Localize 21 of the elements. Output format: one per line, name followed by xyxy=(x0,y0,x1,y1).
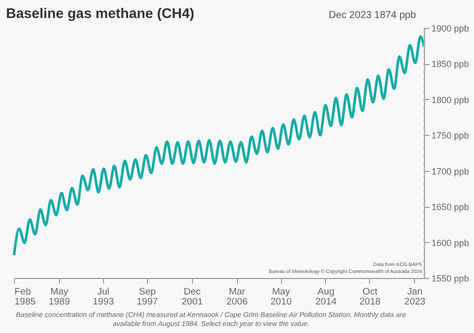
x-tick-label: Sep 1997 xyxy=(136,286,158,308)
chart-title: Baseline gas methane (CH4) xyxy=(6,5,194,21)
y-tick-label: 1900 ppb xyxy=(432,24,470,34)
y-tick-label: 1800 ppb xyxy=(432,94,470,105)
y-tick-label: 1750 ppb xyxy=(432,130,470,141)
x-tick-label: May 1989 xyxy=(48,286,70,308)
x-tick-label: Feb 1985 xyxy=(14,286,36,308)
x-tick-label: Jul 1993 xyxy=(92,286,114,308)
x-tick-label: Dec 2001 xyxy=(182,286,203,308)
line-series xyxy=(12,35,426,256)
y-tick-label: 1650 ppb xyxy=(432,202,470,212)
y-tick-label: 1550 ppb xyxy=(432,274,470,284)
x-tick-label: Jan 2023 xyxy=(404,286,426,308)
x-tick-label: May 2010 xyxy=(270,286,292,308)
x-tick-label: Mar 2006 xyxy=(226,286,248,308)
x-tick-label: Oct 2018 xyxy=(359,286,381,308)
x-tick-label: Aug 2014 xyxy=(315,286,337,308)
ref-line-label: Dec 2023 1874 ppb xyxy=(328,10,416,21)
y-tick-label: 1600 ppb xyxy=(432,238,470,248)
y-tick-label: 1850 ppb xyxy=(432,59,470,70)
y-tick-label: 1700 ppb xyxy=(432,166,470,176)
